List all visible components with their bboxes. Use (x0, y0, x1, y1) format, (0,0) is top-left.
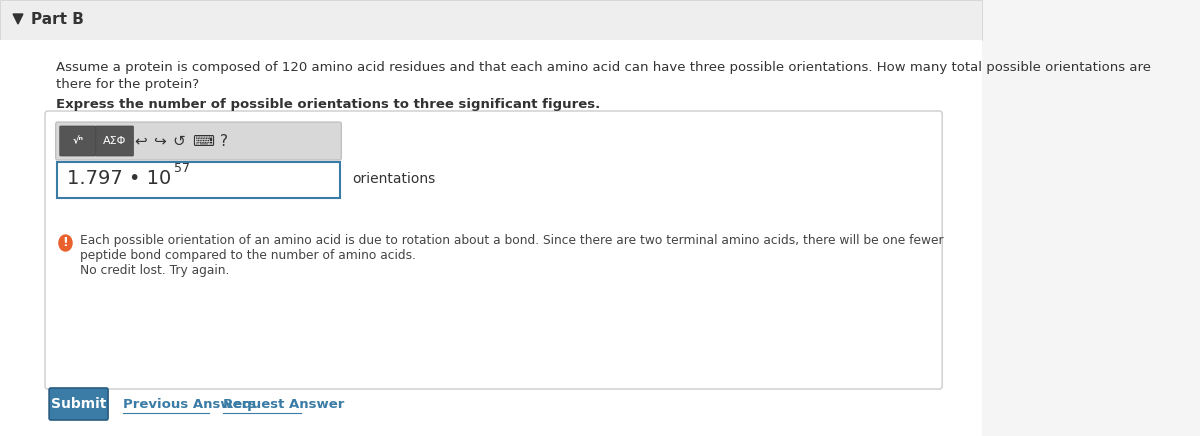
Text: ↩: ↩ (134, 133, 148, 149)
Text: ↪: ↪ (154, 133, 166, 149)
Text: Submit: Submit (50, 397, 107, 411)
Circle shape (59, 235, 72, 251)
Text: there for the protein?: there for the protein? (55, 78, 199, 91)
Text: Express the number of possible orientations to three significant figures.: Express the number of possible orientati… (55, 98, 600, 111)
Text: peptide bond compared to the number of amino acids.: peptide bond compared to the number of a… (80, 249, 416, 262)
FancyBboxPatch shape (60, 126, 96, 156)
FancyBboxPatch shape (49, 388, 108, 420)
Text: ↺: ↺ (172, 133, 185, 149)
FancyBboxPatch shape (96, 126, 133, 156)
Text: ΑΣΦ: ΑΣΦ (103, 136, 126, 146)
Text: Each possible orientation of an amino acid is due to rotation about a bond. Sinc: Each possible orientation of an amino ac… (80, 234, 944, 247)
Text: Assume a protein is composed of 120 amino acid residues and that each amino acid: Assume a protein is composed of 120 amin… (55, 61, 1151, 74)
Text: !: ! (62, 236, 68, 249)
FancyBboxPatch shape (58, 162, 340, 198)
FancyBboxPatch shape (0, 0, 983, 40)
Text: ?: ? (221, 133, 228, 149)
Polygon shape (13, 14, 23, 24)
Text: Request Answer: Request Answer (223, 398, 344, 411)
Text: Previous Answers: Previous Answers (122, 398, 256, 411)
Text: 1.797 • 10: 1.797 • 10 (67, 170, 172, 188)
Text: No credit lost. Try again.: No credit lost. Try again. (80, 264, 229, 277)
Text: √ⁿ: √ⁿ (72, 136, 83, 146)
Text: orientations: orientations (352, 172, 436, 186)
FancyBboxPatch shape (55, 122, 341, 160)
FancyBboxPatch shape (0, 40, 983, 436)
Text: Part B: Part B (31, 13, 84, 27)
FancyBboxPatch shape (46, 111, 942, 389)
Text: 57: 57 (174, 163, 191, 176)
Text: ⌨: ⌨ (192, 133, 214, 149)
